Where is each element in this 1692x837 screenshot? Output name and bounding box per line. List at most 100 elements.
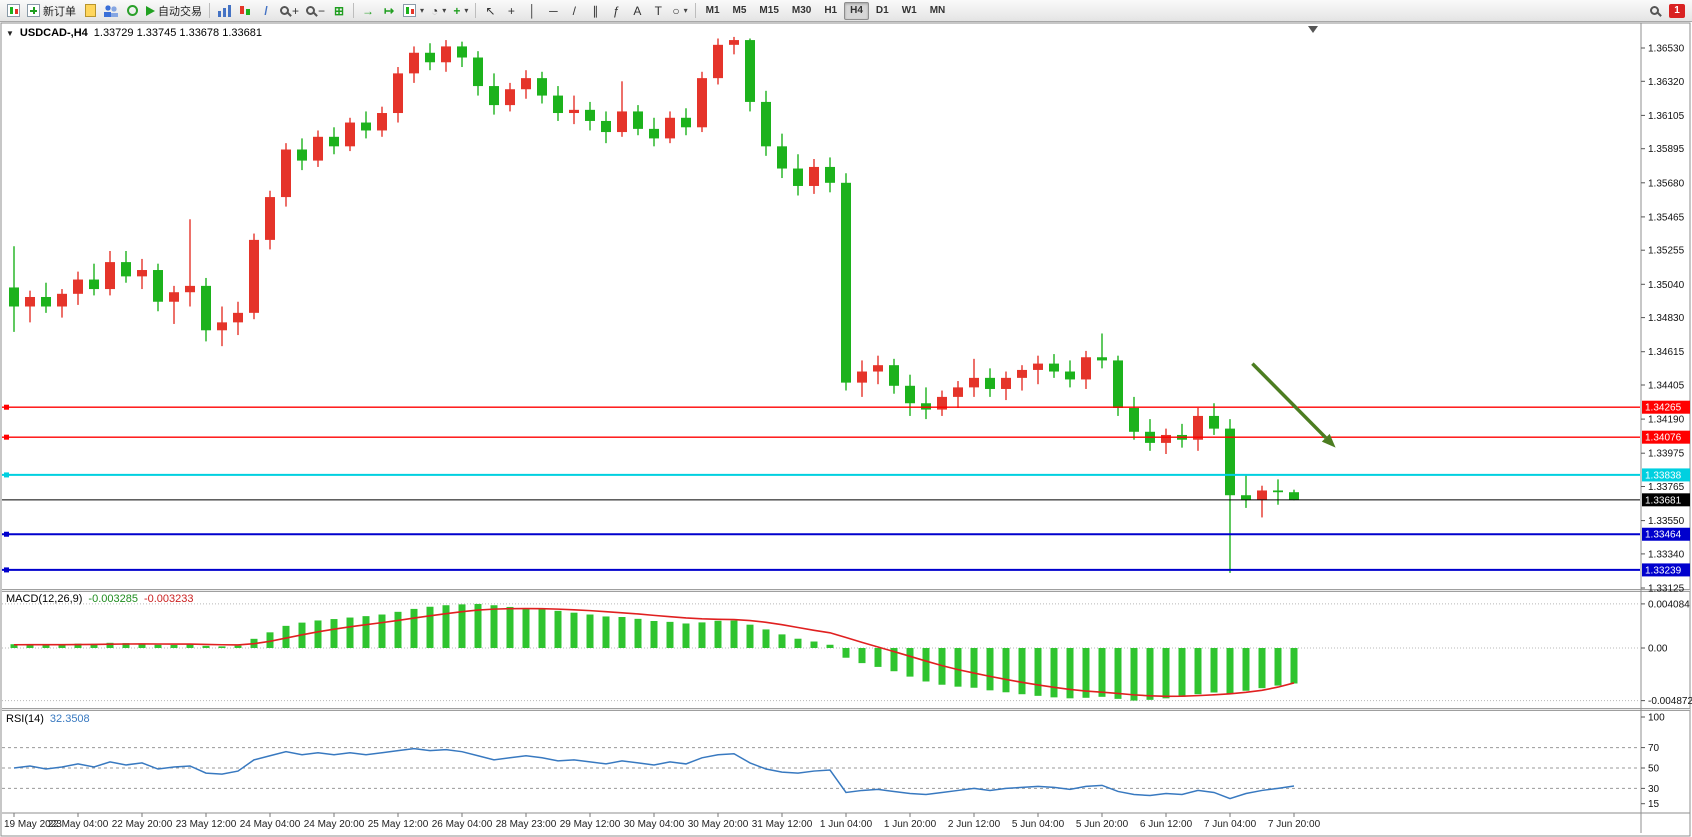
timeframe-button-m5[interactable]: M5: [732, 5, 747, 16]
horizontal-line-tool-button[interactable]: ─: [543, 1, 563, 21]
chart-shift-button[interactable]: ↦: [379, 1, 399, 21]
candle-body: [281, 149, 291, 198]
horizontal-line-icon: ─: [549, 3, 558, 18]
time-label: 1 Jun 20:00: [884, 819, 937, 830]
zoom-out-button[interactable]: −: [303, 1, 328, 21]
indicators-dropdown[interactable]: + ▾: [450, 1, 471, 21]
chart-shift-marker[interactable]: [1308, 26, 1318, 33]
time-label: 2 Jun 12:00: [948, 819, 1001, 830]
macd-histogram-bar: [74, 643, 82, 648]
time-label: 7 Jun 04:00: [1204, 819, 1257, 830]
candle-body: [1081, 357, 1091, 380]
line-chart-type-button[interactable]: /: [256, 1, 276, 21]
candle-chart-type-button[interactable]: [235, 1, 255, 21]
zoom-in-icon: [280, 6, 289, 15]
line-handle[interactable]: [4, 531, 9, 537]
line-handle[interactable]: [4, 404, 9, 410]
timeframe-button-h4[interactable]: H4: [844, 1, 869, 20]
chevron-down-icon: ▾: [683, 6, 688, 15]
timeframe-button-mn[interactable]: MN: [929, 5, 946, 16]
macd-histogram-bar: [1194, 648, 1202, 695]
search-button[interactable]: [1644, 1, 1664, 21]
timeframe-button-w1[interactable]: W1: [901, 5, 917, 16]
timeframe-button-d1[interactable]: D1: [875, 5, 889, 16]
macd-histogram-bar: [1146, 648, 1154, 700]
trend-arrow-head[interactable]: [1321, 433, 1336, 448]
macd-axis-label: 0.004084: [1648, 599, 1690, 610]
macd-histogram-bar: [506, 606, 514, 648]
chart-button[interactable]: [3, 1, 23, 21]
rsi-axis-label: 100: [1648, 713, 1665, 724]
macd-histogram-bar: [442, 605, 450, 648]
candle-body: [1129, 408, 1139, 432]
profiles-button[interactable]: [80, 1, 100, 21]
candle-body: [953, 387, 963, 397]
auto-trading-button[interactable]: 自动交易: [143, 1, 205, 21]
candle-body: [185, 285, 195, 293]
timeframe-button-h1[interactable]: H1: [824, 5, 838, 16]
y-axis-label: 1.34190: [1648, 415, 1685, 426]
new-order-button[interactable]: 新订单: [24, 1, 79, 21]
fibonacci-tool-button[interactable]: ƒ: [606, 1, 626, 21]
macd-histogram-bar: [1290, 648, 1298, 684]
panel-separator[interactable]: [2, 589, 1690, 592]
panel-separator[interactable]: [2, 708, 1690, 711]
bar-chart-type-button[interactable]: [214, 1, 234, 21]
users-icon: [104, 4, 118, 17]
macd-histogram-bar: [490, 605, 498, 648]
candle-body: [329, 136, 339, 147]
auto-scroll-button[interactable]: →: [358, 1, 378, 21]
text-icon: A: [633, 3, 642, 18]
channel-tool-button[interactable]: ∥: [585, 1, 605, 21]
zoom-in-button[interactable]: +: [277, 1, 302, 21]
macd-histogram-bar: [1098, 648, 1106, 697]
new-chart-dropdown[interactable]: ▾: [400, 1, 427, 21]
price-tag: [1642, 493, 1690, 507]
candle-body: [1065, 371, 1075, 380]
macd-histogram-bar: [202, 645, 210, 648]
macd-histogram-bar: [106, 642, 114, 648]
macd-histogram-bar: [842, 648, 850, 658]
line-handle[interactable]: [4, 434, 9, 440]
trend-arrow-line[interactable]: [1251, 362, 1327, 439]
candle-body: [1049, 363, 1059, 372]
macd-histogram-bar: [330, 619, 338, 648]
macd-histogram-bar: [970, 648, 978, 688]
rsi-axis-label: 50: [1648, 764, 1660, 775]
macd-histogram-bar: [762, 629, 770, 648]
macd-histogram-bar: [458, 604, 466, 648]
macd-histogram-bar: [1066, 648, 1074, 699]
bar-chart-icon: [217, 4, 231, 17]
candle-body: [969, 377, 979, 388]
candle-body: [137, 270, 147, 277]
timeframe-button-m30[interactable]: M30: [791, 5, 812, 16]
label-tool-button[interactable]: T: [648, 1, 668, 21]
crosshair-tool-button[interactable]: +: [501, 1, 521, 21]
vertical-line-tool-button[interactable]: │: [522, 1, 542, 21]
candle-body: [73, 279, 83, 294]
macd-histogram-bar: [730, 620, 738, 648]
y-axis-label: 1.34405: [1648, 381, 1685, 392]
macd-histogram-bar: [1130, 648, 1138, 701]
macd-histogram-bar: [794, 638, 802, 648]
line-handle[interactable]: [4, 472, 9, 478]
trendline-tool-button[interactable]: /: [564, 1, 584, 21]
tile-windows-button[interactable]: ⊞: [329, 1, 349, 21]
globe-icon: [126, 5, 138, 16]
timeframe-button-m1[interactable]: M1: [705, 5, 720, 16]
timeframe-button-m15[interactable]: M15: [759, 5, 779, 16]
navigator-button[interactable]: [122, 1, 142, 21]
market-watch-button[interactable]: [101, 1, 121, 21]
shapes-dropdown[interactable]: ○ ▾: [669, 1, 690, 21]
line-handle[interactable]: [4, 567, 9, 573]
candle-body: [1241, 495, 1251, 500]
chevron-down-icon: ▾: [464, 6, 469, 15]
candle-body: [153, 270, 163, 302]
notification-badge[interactable]: 1: [1669, 3, 1685, 18]
price-tag-label: 1.34076: [1645, 433, 1682, 444]
time-label: 29 May 12:00: [560, 819, 621, 830]
period-dropdown[interactable]: ◔ ▾: [428, 1, 449, 21]
cursor-tool-button[interactable]: ↖: [480, 1, 500, 21]
text-tool-button[interactable]: A: [627, 1, 647, 21]
